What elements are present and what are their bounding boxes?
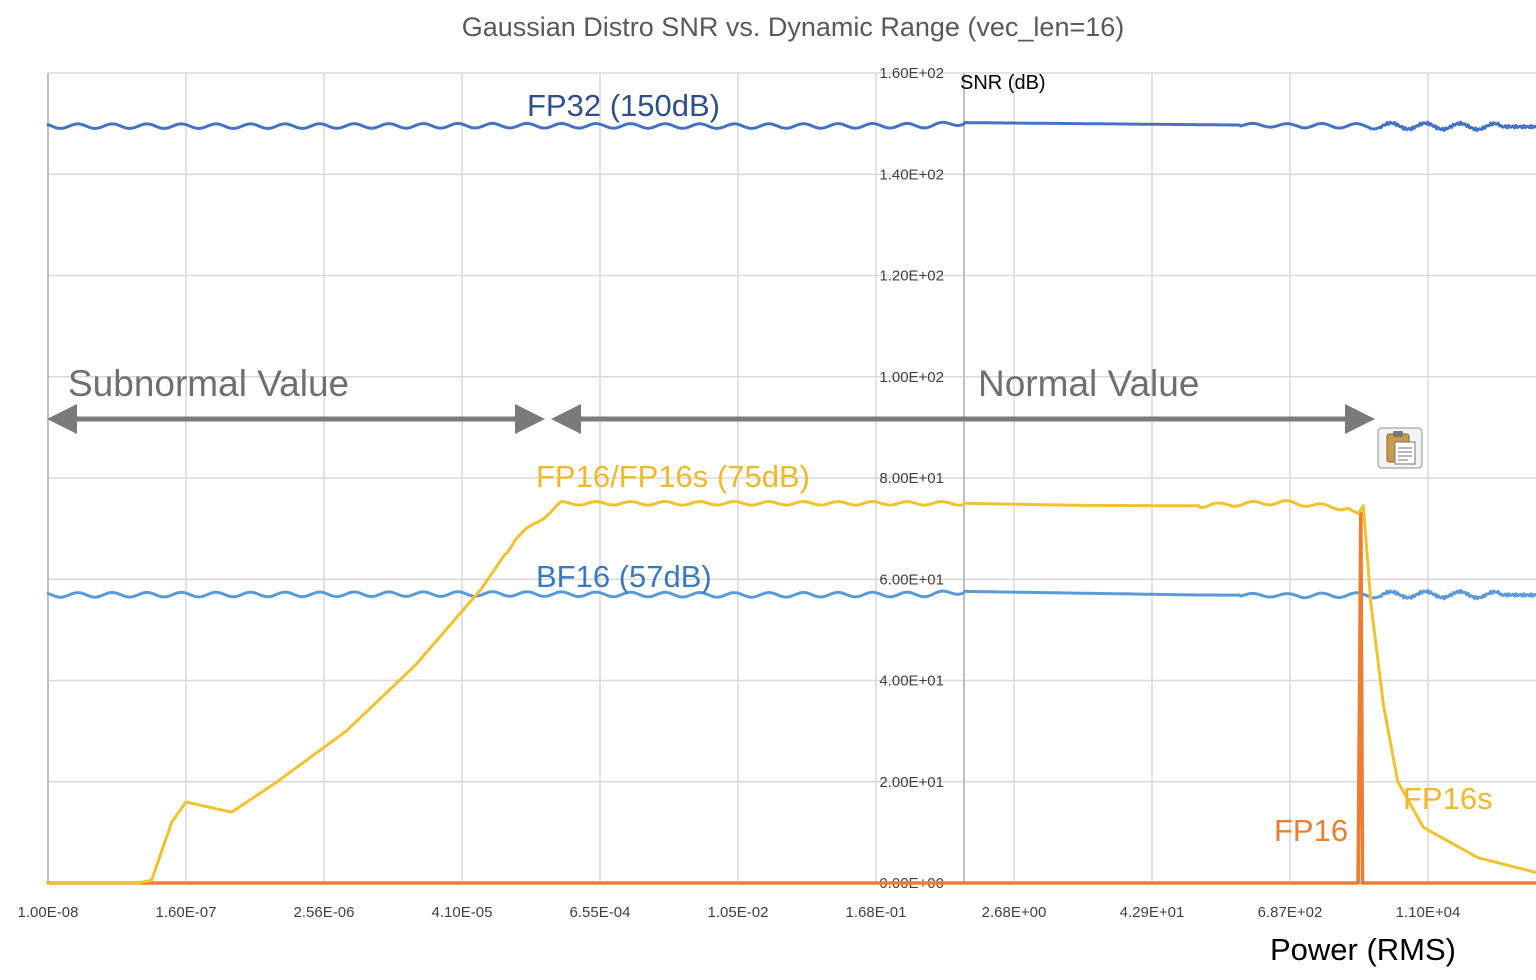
- series-labels: FP32 (150dB) BF16 (57dB) FP16/FP16s (75dB)…: [527, 88, 1493, 848]
- x-tick-label: 1.60E-07: [156, 904, 217, 921]
- y-tick-label: 4.00E+01: [879, 673, 944, 690]
- y-tick-label: 1.60E+02: [879, 65, 944, 82]
- series-line-fp16: [46, 511, 1536, 885]
- paste-options-icon[interactable]: [1377, 427, 1423, 469]
- y-tick-label: 1.00E+02: [879, 369, 944, 386]
- series-line-fp32: [46, 120, 1536, 133]
- series-lines: [46, 120, 1536, 885]
- chart-title: Gaussian Distro SNR vs. Dynamic Range (v…: [462, 12, 1125, 42]
- x-tick-label: 4.29E+01: [1120, 904, 1185, 921]
- x-tick-label: 1.10E+04: [1396, 904, 1461, 921]
- y-tick-label: 8.00E+01: [879, 470, 944, 487]
- series-label-bf16: BF16 (57dB): [536, 559, 712, 594]
- y-tick-labels: 0.00E+002.00E+014.00E+016.00E+018.00E+01…: [879, 65, 944, 892]
- x-tick-labels: 1.00E-08 1.60E-07 2.56E-06 4.10E-05 6.55E-04…: [18, 904, 1461, 921]
- x-tick-label: 2.56E-06: [294, 904, 355, 921]
- x-tick-label: 4.10E-05: [432, 904, 493, 921]
- series-label-fp32: FP32 (150dB): [527, 88, 720, 123]
- y-tick-label: 2.00E+01: [879, 774, 944, 791]
- x-tick-label: 2.68E+00: [982, 904, 1047, 921]
- series-line-fp16s: [46, 499, 1536, 885]
- series-label-fp16s: FP16s: [1403, 781, 1493, 816]
- series-label-fp16s: FP16/FP16s (75dB): [536, 459, 810, 494]
- region-annotations: Subnormal Value Normal Value: [47, 363, 1375, 434]
- x-tick-label: 1.68E-01: [846, 904, 907, 921]
- x-tick-label: 6.87E+02: [1258, 904, 1323, 921]
- y-tick-label: 1.20E+02: [879, 268, 944, 285]
- series-label-fp16: FP16: [1274, 813, 1348, 848]
- series-line-bf16: [46, 588, 1536, 601]
- x-tick-label: 1.05E-02: [708, 904, 769, 921]
- x-axis-title: Power (RMS): [1270, 932, 1456, 967]
- region-label: Subnormal Value: [68, 363, 349, 404]
- y-tick-label: 6.00E+01: [879, 571, 944, 588]
- y-axis-title: SNR (dB): [960, 72, 1046, 94]
- x-tick-label: 6.55E-04: [570, 904, 631, 921]
- y-tick-label: 1.40E+02: [879, 166, 944, 183]
- x-tick-label: 1.00E-08: [18, 904, 79, 921]
- region-label: Normal Value: [978, 363, 1199, 404]
